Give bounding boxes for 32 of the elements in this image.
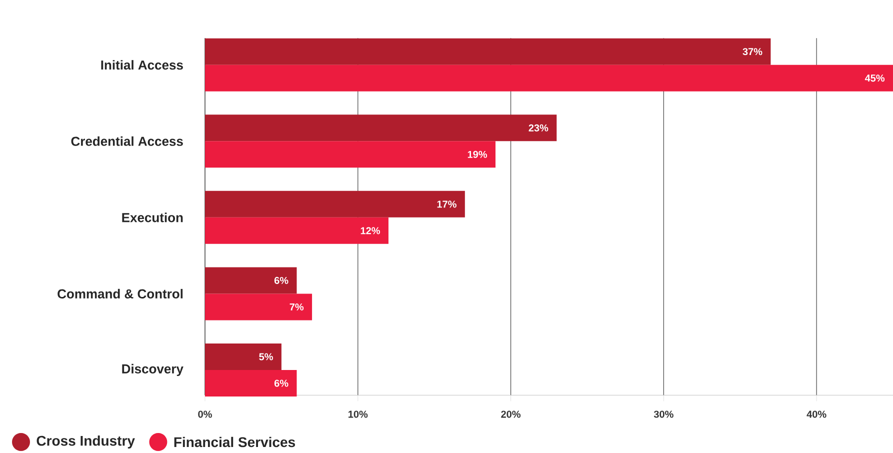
data-label: 6% (274, 380, 288, 387)
y-tick-label: Command & Control (58, 288, 183, 298)
data-label: 17% (437, 200, 456, 208)
data-label: 45% (864, 74, 885, 82)
legend-label: Financial Services (174, 436, 295, 448)
bar (205, 344, 282, 370)
y-tick-label: Credential Access (71, 136, 183, 146)
data-label: 23% (528, 124, 548, 132)
data-label: 37% (742, 48, 762, 56)
data-label: 7% (290, 303, 304, 310)
x-tick-label: 40% (806, 410, 826, 418)
data-label: 5% (259, 353, 273, 360)
bar (205, 38, 771, 65)
data-label: 12% (360, 227, 380, 234)
x-tick-label: 10% (348, 410, 368, 418)
bar (205, 141, 496, 168)
y-tick-label: Execution (122, 212, 183, 222)
bar (205, 370, 297, 396)
data-label: 6% (274, 276, 288, 284)
x-tick-label: 30% (654, 410, 674, 418)
x-tick-label: 20% (501, 410, 521, 418)
bar (205, 190, 465, 218)
x-tick-label: 0% (198, 410, 212, 418)
bar (205, 294, 312, 320)
bar (205, 267, 297, 294)
y-tick-label: Discovery (122, 364, 184, 376)
data-label: 19% (468, 150, 488, 158)
bar (205, 217, 388, 244)
bar (205, 64, 893, 92)
y-tick-label: Initial Access (101, 60, 183, 70)
legend-label: Cross Industry (36, 435, 135, 449)
bar (205, 114, 557, 142)
